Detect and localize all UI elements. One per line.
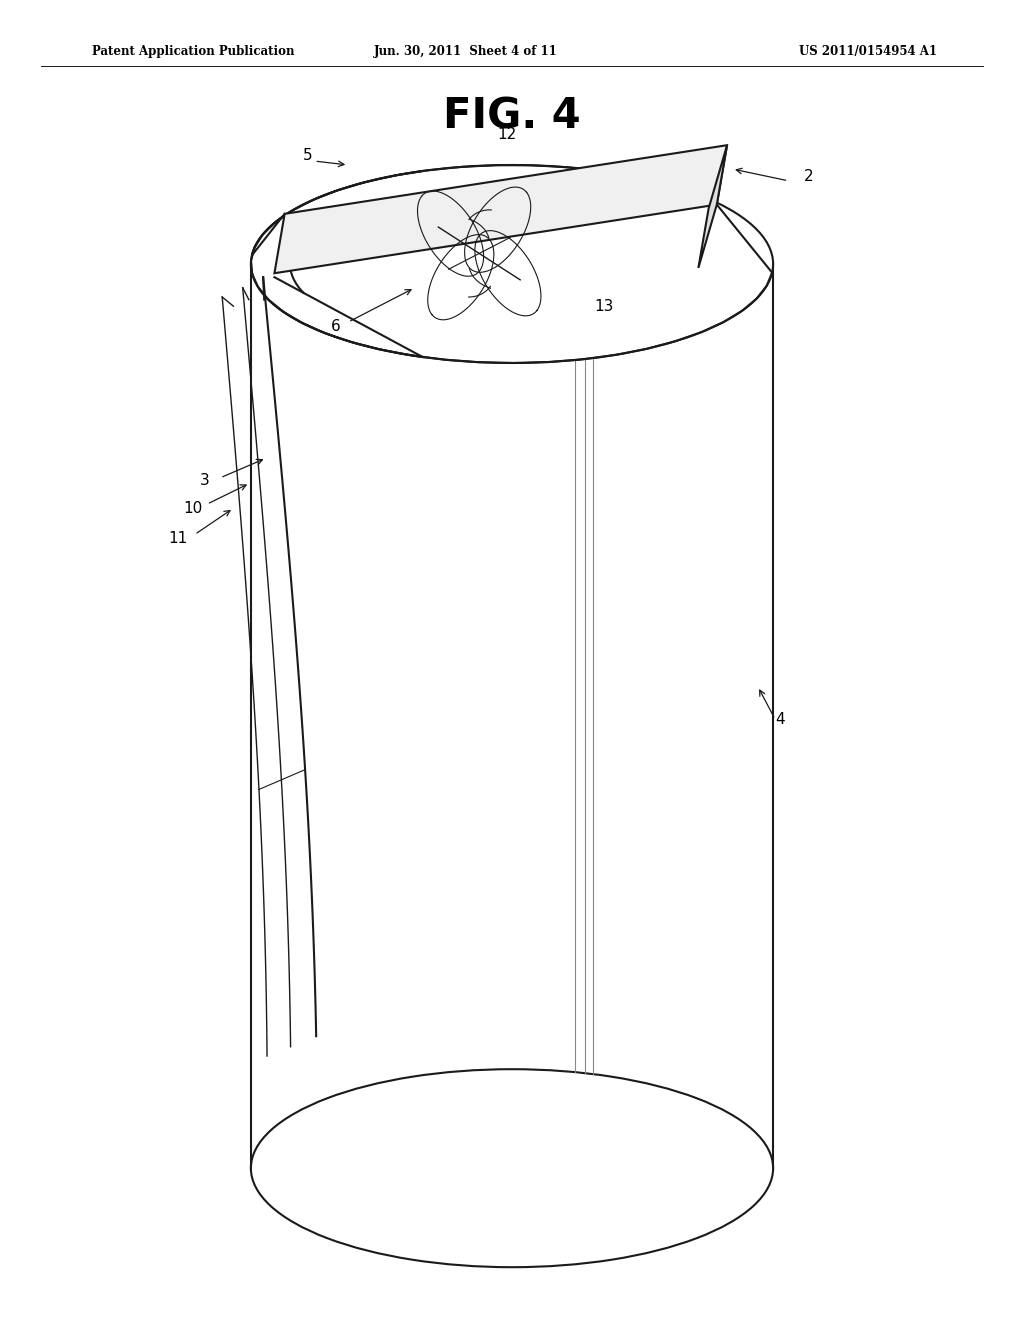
Text: 3: 3 (200, 473, 210, 488)
Text: 13: 13 (595, 298, 613, 314)
Text: 11: 11 (169, 531, 187, 546)
Text: 2: 2 (804, 169, 814, 185)
Text: 12: 12 (498, 127, 516, 143)
Text: 4: 4 (775, 711, 785, 727)
Text: Jun. 30, 2011  Sheet 4 of 11: Jun. 30, 2011 Sheet 4 of 11 (374, 45, 558, 58)
Text: Patent Application Publication: Patent Application Publication (92, 45, 295, 58)
Text: US 2011/0154954 A1: US 2011/0154954 A1 (799, 45, 937, 58)
Text: FIG. 4: FIG. 4 (443, 95, 581, 137)
Text: 5: 5 (302, 148, 312, 164)
Polygon shape (274, 145, 727, 273)
Polygon shape (698, 145, 727, 268)
Text: 6: 6 (331, 318, 341, 334)
Text: 10: 10 (183, 500, 202, 516)
